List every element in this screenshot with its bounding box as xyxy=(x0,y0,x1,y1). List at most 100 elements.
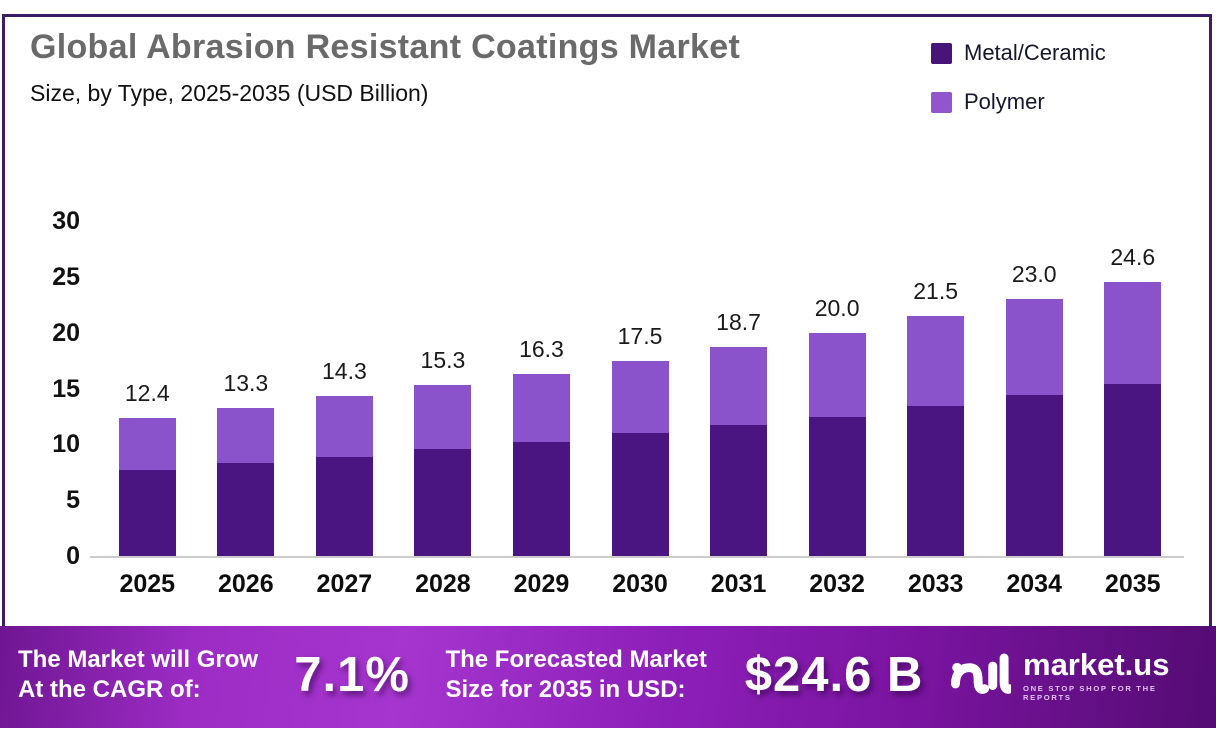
forecast-value: $24.6 B xyxy=(744,648,924,702)
x-tick-label-2028: 2028 xyxy=(415,570,471,598)
stacked-bar-2027 xyxy=(315,396,373,556)
chart-header: Global Abrasion Resistant Coatings Marke… xyxy=(30,28,740,107)
bar-total-label-2028: 15.3 xyxy=(420,347,466,374)
bar-segment-metal-ceramic-2028 xyxy=(414,448,472,556)
bar-segment-polymer-2029 xyxy=(512,374,570,443)
bar-segment-metal-ceramic-2027 xyxy=(315,456,373,556)
bar-group-2031: 18.7 xyxy=(689,309,788,556)
bar-segment-metal-ceramic-2031 xyxy=(710,425,768,556)
x-axis-labels: 2025 2026 2027 2028 2029 2030 2031 2032 2033 2034… xyxy=(98,570,1182,599)
legend-label-metal-ceramic: Metal/Ceramic xyxy=(964,40,1106,65)
bar-segment-polymer-2032 xyxy=(808,332,866,417)
bar-segment-metal-ceramic-2026 xyxy=(217,463,275,556)
x-tick-label-2027: 2027 xyxy=(316,570,373,598)
y-axis: 0 5 10 15 20 25 30 xyxy=(26,190,88,570)
plot-area: 12.4 13.3 14.3 15.3 16.3 17.5 18.7 20.0 21.5 23.0… xyxy=(90,190,1184,558)
bar-segment-metal-ceramic-2032 xyxy=(808,416,866,556)
cagr-value: 7.1% xyxy=(294,648,410,702)
stacked-bar-2035 xyxy=(1104,281,1162,556)
x-tick-label-2029: 2029 xyxy=(513,570,570,598)
brand-text: market.us ONE STOP SHOP FOR THE REPORTS xyxy=(1023,649,1202,702)
bar-segment-polymer-2035 xyxy=(1104,281,1162,385)
bar-segment-polymer-2031 xyxy=(710,347,768,426)
bar-total-label-2027: 14.3 xyxy=(321,358,367,385)
y-tick-label-0: 0 xyxy=(66,542,80,570)
stacked-bar-2025 xyxy=(118,417,176,556)
bar-group-2030: 17.5 xyxy=(591,323,690,556)
bar-segment-polymer-2028 xyxy=(414,385,472,449)
market-us-logo-icon xyxy=(951,653,1011,694)
x-tick-label-2030: 2030 xyxy=(612,570,668,598)
market-us-logo: market.us ONE STOP SHOP FOR THE REPORTS xyxy=(949,646,1202,704)
bar-group-2026: 13.3 xyxy=(197,370,296,556)
stacked-bar-2034 xyxy=(1005,299,1063,556)
x-tick-label-2032: 2032 xyxy=(809,570,865,598)
bar-segment-polymer-2027 xyxy=(315,396,373,457)
bar-group-2027: 14.3 xyxy=(295,358,394,556)
bar-total-label-2026: 13.3 xyxy=(223,369,269,396)
bar-group-2025: 12.4 xyxy=(98,380,197,556)
bar-segment-metal-ceramic-2034 xyxy=(1005,395,1063,556)
y-tick-label-5: 5 xyxy=(66,486,80,515)
bar-total-label-2031: 18.7 xyxy=(716,309,761,336)
stacked-bar-2031 xyxy=(710,347,768,556)
forecast-label-line1: The Forecasted Market xyxy=(445,646,707,673)
brand-tagline: ONE STOP SHOP FOR THE REPORTS xyxy=(1023,683,1157,702)
legend-item-metal-ceramic: Metal/Ceramic xyxy=(931,40,1106,66)
bar-group-2029: 16.3 xyxy=(492,336,591,556)
x-tick-label-2033: 2033 xyxy=(907,570,964,598)
bar-segment-polymer-2033 xyxy=(907,316,965,407)
chart-subtitle: Size, by Type, 2025-2035 (USD Billion) xyxy=(30,80,429,106)
bar-segment-polymer-2030 xyxy=(611,360,669,434)
bar-total-label-2034: 23.0 xyxy=(1011,261,1057,288)
bar-total-label-2029: 16.3 xyxy=(519,336,564,363)
cagr-label: The Market will Grow At the CAGR of: xyxy=(18,645,280,705)
bar-total-label-2030: 17.5 xyxy=(617,322,663,349)
bar-segment-polymer-2026 xyxy=(217,407,275,464)
bar-segment-polymer-2025 xyxy=(118,417,176,471)
bar-total-label-2025: 12.4 xyxy=(124,379,170,406)
bar-group-2033: 21.5 xyxy=(886,278,985,556)
y-tick-label-10: 10 xyxy=(52,430,80,459)
legend-swatch-polymer-icon xyxy=(931,91,952,113)
y-tick-label-15: 15 xyxy=(52,374,80,403)
cagr-label-line2: At the CAGR of: xyxy=(18,676,201,703)
y-tick-label-30: 30 xyxy=(52,207,80,236)
bar-segment-metal-ceramic-2029 xyxy=(512,442,570,556)
bar-segment-metal-ceramic-2035 xyxy=(1104,384,1162,556)
bar-segment-metal-ceramic-2025 xyxy=(118,470,176,556)
x-tick-label-2026: 2026 xyxy=(218,570,274,598)
forecast-label: The Forecasted Market Size for 2035 in U… xyxy=(445,645,730,705)
stacked-bar-2033 xyxy=(907,316,965,556)
stacked-bar-2029 xyxy=(512,374,570,556)
footer-banner: The Market will Grow At the CAGR of: 7.1… xyxy=(0,626,1216,728)
bar-segment-metal-ceramic-2033 xyxy=(907,406,965,556)
forecast-label-line2: Size for 2035 in USD: xyxy=(445,676,686,703)
stacked-bar-2030 xyxy=(611,360,669,556)
bar-total-label-2035: 24.6 xyxy=(1110,243,1156,270)
x-tick-label-2031: 2031 xyxy=(710,570,767,598)
x-tick-label-2035: 2035 xyxy=(1104,570,1161,598)
y-tick-label-20: 20 xyxy=(52,318,80,347)
bar-group-2032: 20.0 xyxy=(788,295,887,556)
bar-group-2028: 15.3 xyxy=(394,347,493,556)
cagr-label-line1: The Market will Grow xyxy=(18,646,259,673)
bar-total-label-2032: 20.0 xyxy=(814,294,860,321)
legend: Metal/Ceramic Polymer xyxy=(931,40,1106,115)
stacked-bar-2032 xyxy=(808,332,866,556)
bar-segment-metal-ceramic-2030 xyxy=(611,433,669,556)
y-tick-label-25: 25 xyxy=(52,263,80,292)
bar-segment-polymer-2034 xyxy=(1005,299,1063,396)
stacked-bar-2026 xyxy=(217,407,275,556)
x-tick-label-2034: 2034 xyxy=(1006,570,1062,598)
stacked-bar-2028 xyxy=(414,385,472,556)
x-tick-label-2025: 2025 xyxy=(119,570,176,598)
page-title: Global Abrasion Resistant Coatings Marke… xyxy=(30,28,741,66)
bar-group-2034: 23.0 xyxy=(985,261,1084,556)
legend-item-polymer: Polymer xyxy=(931,89,1106,115)
x-axis-line xyxy=(90,556,1184,558)
brand-name: market.us xyxy=(1023,646,1170,682)
legend-label-polymer: Polymer xyxy=(964,89,1045,114)
bar-total-label-2033: 21.5 xyxy=(913,278,959,305)
